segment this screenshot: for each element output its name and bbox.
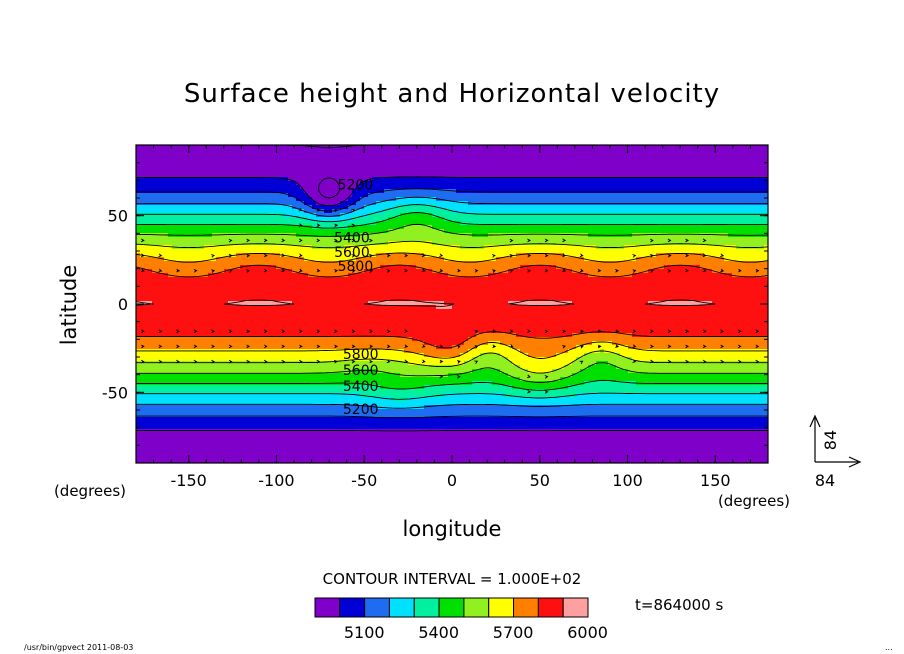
contour-lines bbox=[136, 145, 768, 432]
colorbar-swatch bbox=[438, 597, 465, 618]
colorbar-swatch bbox=[463, 597, 490, 618]
x-axis-ticks: -150 -100 -50 0 50 100 150 bbox=[135, 145, 769, 490]
contour-label: 5200 bbox=[343, 402, 379, 418]
y-tick-label: 50 bbox=[108, 207, 128, 226]
x-tick-label: -150 bbox=[171, 471, 207, 490]
reference-vector: 84 84 bbox=[809, 414, 862, 490]
colorbar-swatch bbox=[314, 597, 341, 618]
x-tick-label: 50 bbox=[530, 471, 550, 490]
velocity-vectors bbox=[140, 207, 760, 394]
vector-arrows bbox=[140, 207, 760, 394]
contour-label: 5800 bbox=[338, 259, 374, 275]
y-tick-label: 0 bbox=[118, 295, 128, 314]
y-axis-ticks: 50 0 -50 bbox=[102, 162, 768, 446]
x-tick-label: 150 bbox=[700, 471, 731, 490]
contour-line-5900 bbox=[136, 264, 768, 349]
contour-line-5200 bbox=[136, 188, 768, 419]
contour-line-6000 bbox=[136, 299, 716, 307]
contour-line-5600 bbox=[136, 223, 768, 383]
colorbar-tick-label: 5700 bbox=[493, 623, 534, 642]
contour-line-5500 bbox=[136, 212, 768, 391]
contour-label: 5200 bbox=[338, 178, 374, 194]
y-tick-label: -50 bbox=[102, 383, 128, 402]
x-axis-label: longitude bbox=[403, 517, 502, 541]
contour-label: 5600 bbox=[343, 363, 379, 379]
footer-left: /usr/bin/gpvect 2011-08-03 bbox=[24, 643, 133, 652]
contour-line-5300 bbox=[136, 196, 768, 409]
contour-interval-label: CONTOUR INTERVAL = 1.000E+02 bbox=[323, 570, 582, 588]
contour-line-5100 bbox=[136, 176, 768, 432]
chart-title: Surface height and Horizontal velocity bbox=[184, 79, 720, 109]
colorbar-tick-label: 6000 bbox=[567, 623, 608, 642]
colorbar bbox=[314, 597, 589, 618]
contour-label: 5600 bbox=[334, 245, 370, 261]
colorbar-swatch bbox=[339, 597, 366, 618]
colorbar-tick-label: 5100 bbox=[344, 623, 385, 642]
colorbar-swatch bbox=[488, 597, 515, 618]
colorbar-swatch bbox=[562, 597, 589, 618]
x-axis-unit: (degrees) bbox=[718, 492, 790, 510]
x-tick-label: 0 bbox=[447, 471, 457, 490]
footer-right: ... bbox=[885, 643, 893, 652]
reference-v-label: 84 bbox=[821, 430, 840, 450]
colorbar-swatch bbox=[364, 597, 390, 618]
contour-label: 5800 bbox=[343, 347, 379, 363]
time-label: t=864000 s bbox=[635, 596, 723, 614]
contour-label: 5400 bbox=[334, 231, 370, 247]
colorbar-swatch bbox=[388, 597, 415, 618]
y-axis-label: latitude bbox=[57, 265, 81, 346]
x-tick-label: -50 bbox=[351, 471, 377, 490]
colorbar-swatch bbox=[513, 597, 539, 618]
colorbar-tick-labels: 5100 5400 5700 6000 bbox=[344, 623, 608, 642]
colorbar-swatch bbox=[413, 597, 440, 618]
contour-label: 5400 bbox=[343, 379, 379, 395]
contour-line-5400 bbox=[136, 204, 768, 400]
x-tick-label: -100 bbox=[258, 471, 294, 490]
contour-line-5700 bbox=[136, 240, 768, 374]
reference-u-label: 84 bbox=[815, 471, 835, 490]
colorbar-swatch bbox=[537, 597, 564, 618]
x-tick-label: 100 bbox=[612, 471, 643, 490]
y-axis-unit: (degrees) bbox=[54, 482, 126, 500]
colorbar-tick-label: 5400 bbox=[418, 623, 459, 642]
